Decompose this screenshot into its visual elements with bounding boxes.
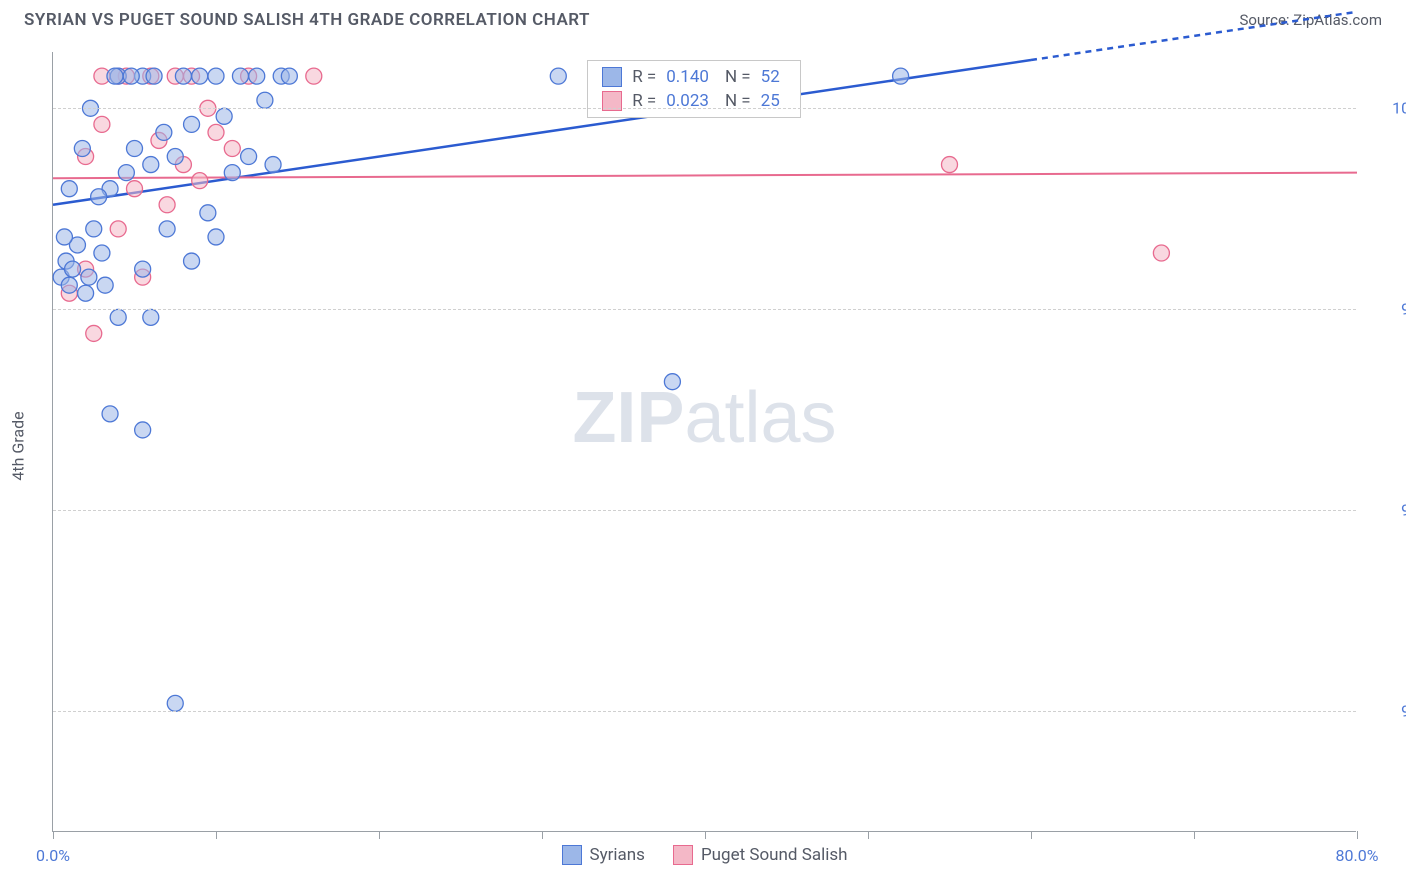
data-point xyxy=(107,68,123,84)
data-point xyxy=(110,221,126,237)
data-point xyxy=(281,68,297,84)
y-axis-label: 4th Grade xyxy=(9,411,28,480)
stats-row-salish: R = 0.023 N = 25 xyxy=(588,89,800,113)
data-point xyxy=(192,68,208,84)
data-point xyxy=(550,68,566,84)
y-tick-label: 92.5% xyxy=(1401,702,1406,721)
data-point xyxy=(86,325,102,341)
data-point xyxy=(167,149,183,165)
swatch-syrians xyxy=(602,67,622,87)
stats-legend-box: R = 0.140 N = 52 R = 0.023 N = 25 xyxy=(587,60,801,118)
data-point xyxy=(184,253,200,269)
legend-item-syrians: Syrians xyxy=(562,845,645,865)
data-point xyxy=(156,124,172,140)
data-point xyxy=(123,68,139,84)
data-point xyxy=(65,261,81,277)
data-point xyxy=(146,68,162,84)
data-point xyxy=(1153,245,1169,261)
data-point xyxy=(208,68,224,84)
data-point xyxy=(143,157,159,173)
data-point xyxy=(200,205,216,221)
data-point xyxy=(61,277,77,293)
x-tick xyxy=(1357,831,1358,839)
data-point xyxy=(102,406,118,422)
x-tick xyxy=(53,831,54,839)
data-point xyxy=(167,695,183,711)
x-tick xyxy=(379,831,380,839)
legend-label-salish: Puget Sound Salish xyxy=(701,845,848,865)
plot-svg xyxy=(53,52,1356,831)
data-point xyxy=(192,173,208,189)
data-point xyxy=(81,269,97,285)
legend-swatch-salish xyxy=(673,845,693,865)
data-point xyxy=(91,189,107,205)
r-value-syrians: 0.140 xyxy=(666,67,709,87)
data-point xyxy=(208,124,224,140)
data-point xyxy=(135,422,151,438)
data-point xyxy=(224,140,240,156)
gridline-h xyxy=(53,711,1356,712)
x-tick-label: 80.0% xyxy=(1336,846,1379,865)
x-tick-label: 0.0% xyxy=(36,846,70,865)
data-point xyxy=(61,181,77,197)
data-point xyxy=(110,309,126,325)
data-point xyxy=(216,108,232,124)
data-point xyxy=(208,229,224,245)
scatter-chart: ZIPatlas R = 0.140 N = 52 R = 0.023 N = … xyxy=(52,52,1356,832)
legend-swatch-syrians xyxy=(562,845,582,865)
data-point xyxy=(118,165,134,181)
data-point xyxy=(94,116,110,132)
data-point xyxy=(159,197,175,213)
y-tick-label: 100.0% xyxy=(1392,99,1406,118)
data-point xyxy=(97,277,113,293)
data-point xyxy=(257,92,273,108)
data-point xyxy=(175,68,191,84)
x-tick xyxy=(1194,831,1195,839)
gridline-h xyxy=(53,108,1356,109)
chart-title: SYRIAN VS PUGET SOUND SALISH 4TH GRADE C… xyxy=(24,10,590,30)
data-point xyxy=(86,221,102,237)
data-point xyxy=(159,221,175,237)
data-point xyxy=(265,157,281,173)
x-tick xyxy=(216,831,217,839)
data-point xyxy=(135,261,151,277)
n-label: N = xyxy=(725,67,751,87)
data-point xyxy=(56,229,72,245)
gridline-h xyxy=(53,510,1356,511)
data-point xyxy=(664,374,680,390)
data-point xyxy=(143,309,159,325)
gridline-h xyxy=(53,309,1356,310)
data-point xyxy=(893,68,909,84)
data-point xyxy=(241,149,257,165)
data-point xyxy=(94,245,110,261)
data-point xyxy=(184,116,200,132)
n-value-syrians: 52 xyxy=(761,67,780,87)
legend-item-salish: Puget Sound Salish xyxy=(673,845,848,865)
legend-label-syrians: Syrians xyxy=(590,845,645,865)
y-tick-label: 97.5% xyxy=(1401,300,1406,319)
x-tick xyxy=(868,831,869,839)
data-point xyxy=(942,157,958,173)
y-tick-label: 95.0% xyxy=(1401,501,1406,520)
data-point xyxy=(74,140,90,156)
data-point xyxy=(306,68,322,84)
source-prefix: Source: xyxy=(1239,11,1293,29)
series-legend: Syrians Puget Sound Salish xyxy=(562,845,848,865)
data-point xyxy=(127,140,143,156)
x-tick xyxy=(1031,831,1032,839)
x-tick xyxy=(705,831,706,839)
r-label: R = xyxy=(632,67,656,87)
x-tick xyxy=(542,831,543,839)
data-point xyxy=(224,165,240,181)
data-point xyxy=(249,68,265,84)
data-point xyxy=(78,285,94,301)
data-point xyxy=(127,181,143,197)
data-point xyxy=(232,68,248,84)
stats-row-syrians: R = 0.140 N = 52 xyxy=(588,65,800,89)
